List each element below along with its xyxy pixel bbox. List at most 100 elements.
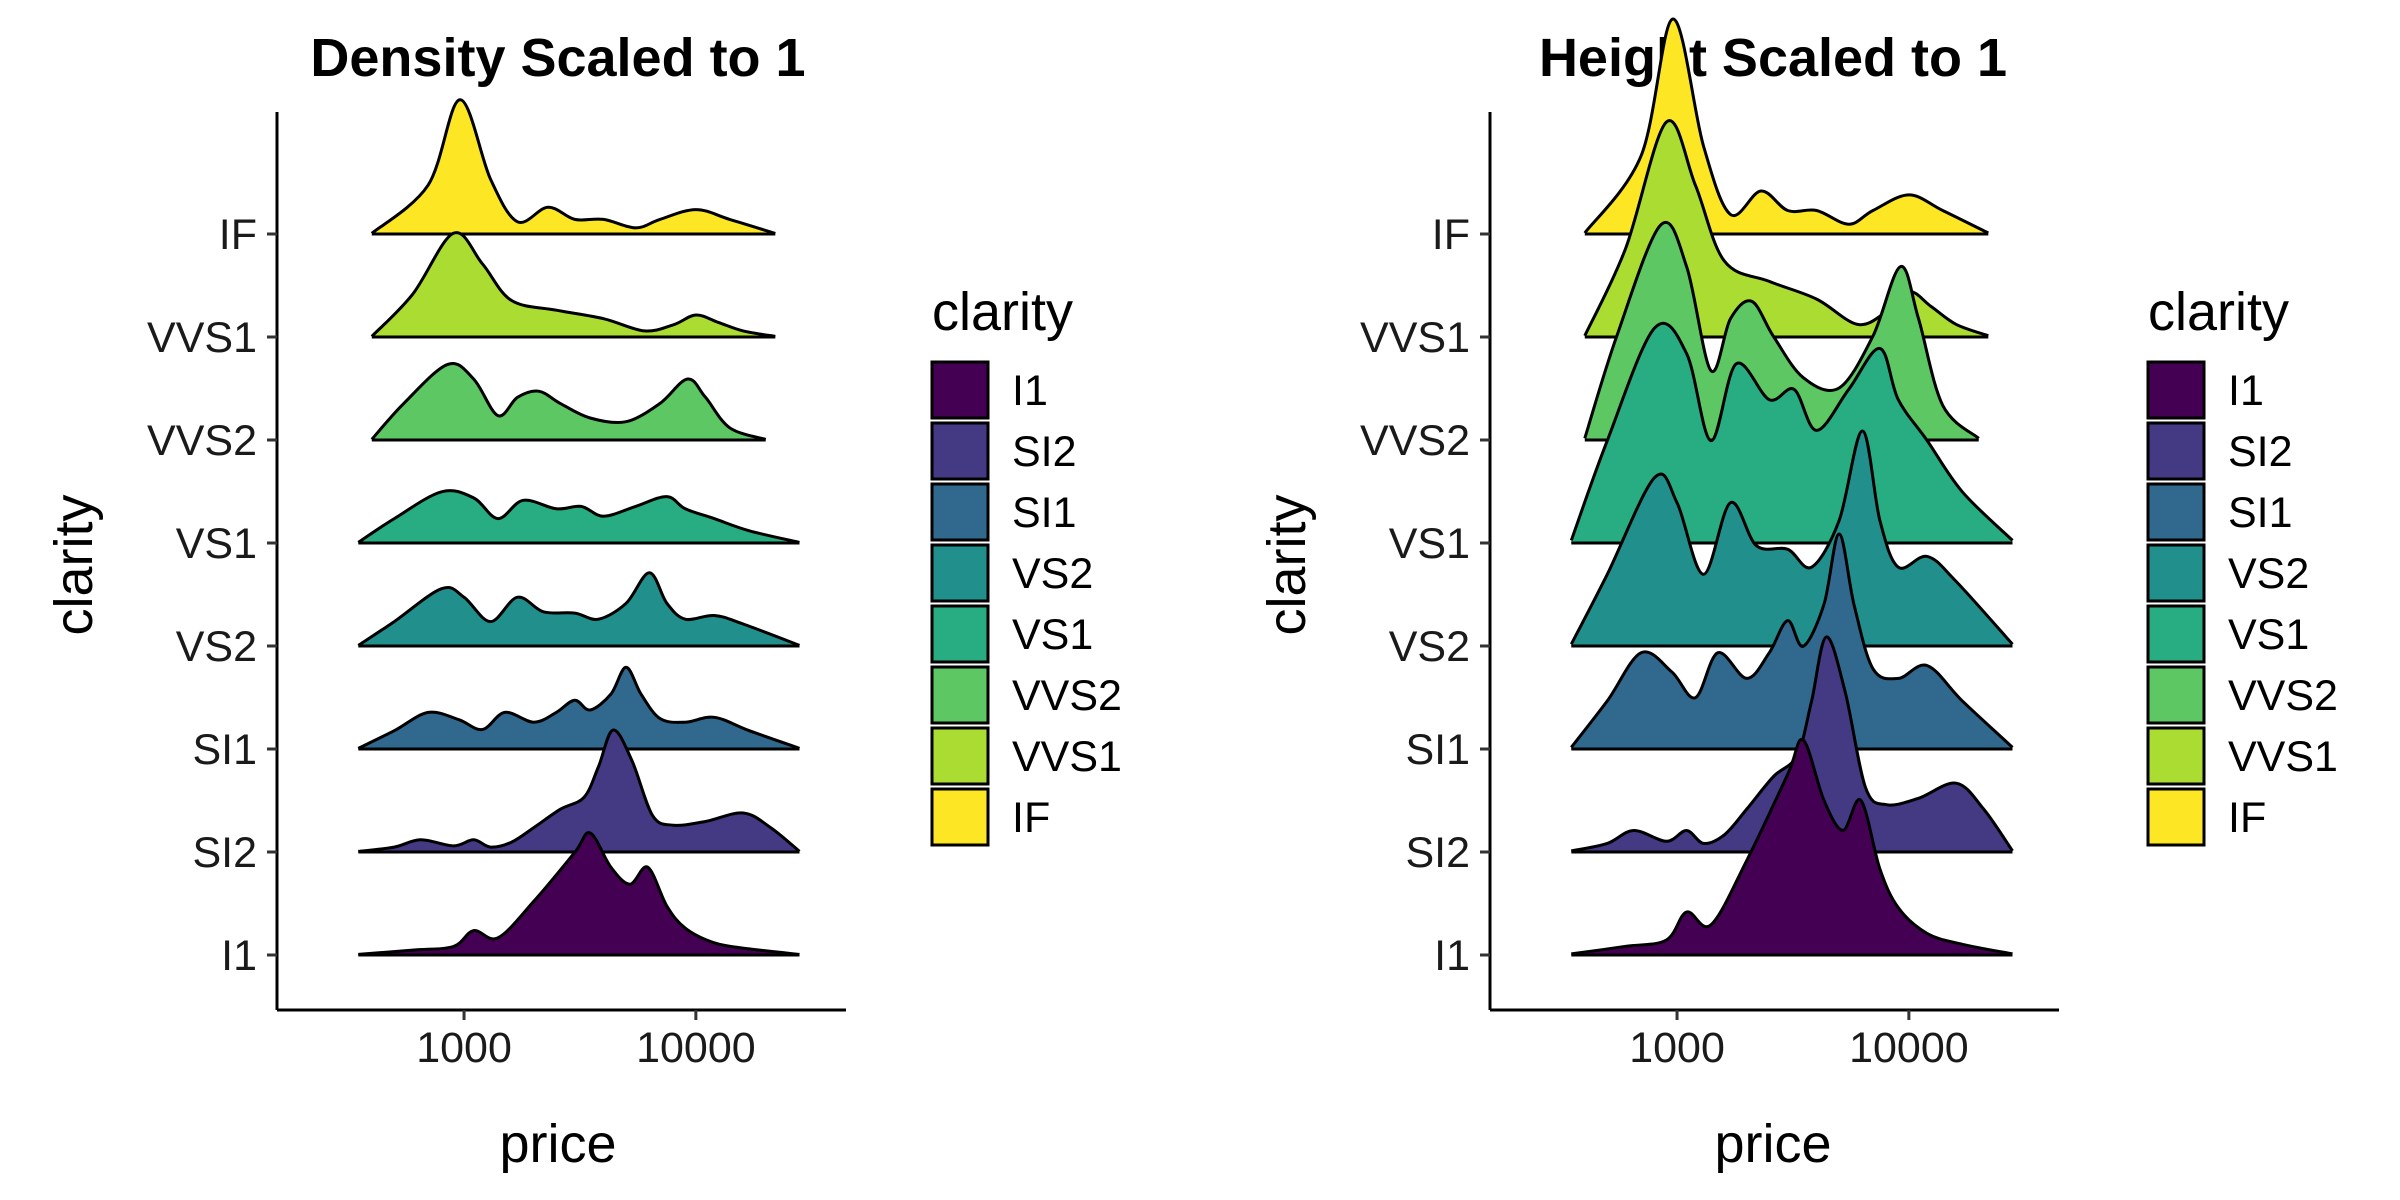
ridge-outline-vvs2 xyxy=(1583,221,1980,440)
legend-label-si2: SI2 xyxy=(1012,428,1077,476)
y-tick-label-if: IF xyxy=(1432,211,1470,259)
legend-label-vvs2: VVS2 xyxy=(1012,672,1122,720)
legend-swatch-vs1 xyxy=(2146,604,2206,664)
ridge-outline-si2 xyxy=(358,728,801,853)
legend-swatch-i1 xyxy=(930,360,990,420)
legend-label-vs2: VS2 xyxy=(1012,550,1093,598)
legend-items: I1 SI2 SI1 VS2 VS1 VVS2 VVS1 IF xyxy=(930,360,1122,847)
x-axis-title: price xyxy=(499,1114,616,1174)
ridge-outline-i1 xyxy=(1571,737,2013,956)
x-ticks: 1000 10000 xyxy=(416,1010,756,1072)
legend-label-i1: I1 xyxy=(1012,367,1048,415)
panel-height-scaled: Height Scaled to 1 I1 SI2 SI1 VS2 VS1 VVS2 VVS… xyxy=(1257,17,2338,1174)
ridge-fill-i1 xyxy=(358,832,800,955)
legend-label-vvs2: VVS2 xyxy=(2228,672,2338,720)
ridge-outline-vs2 xyxy=(1569,429,2014,646)
y-axis-title: clarity xyxy=(44,494,104,635)
ridge-outline-vvs2 xyxy=(370,362,767,441)
legend-swatch-if xyxy=(2146,787,2206,847)
y-tick-label-vvs1: VVS1 xyxy=(147,314,257,362)
y-tick-label-vvs2: VVS2 xyxy=(147,417,257,465)
legend-swatch-vvs2 xyxy=(930,665,990,725)
x-tick-label-1000: 1000 xyxy=(1629,1024,1725,1072)
legend-label-vvs1: VVS1 xyxy=(1012,733,1122,781)
legend-title: clarity xyxy=(2148,282,2289,342)
legend-swatch-if xyxy=(930,787,990,847)
ridge-fill-vvs2 xyxy=(371,363,766,440)
legend-label-vs1: VS1 xyxy=(2228,611,2309,659)
y-tick-label-si1: SI1 xyxy=(192,726,257,774)
y-ticks: I1 SI2 SI1 VS2 VS1 VVS2 VVS1 IF xyxy=(1360,211,1490,980)
y-tick-label-vs1: VS1 xyxy=(1389,520,1470,568)
legend-swatch-si1 xyxy=(930,482,990,542)
y-tick-label-i1: I1 xyxy=(1434,932,1470,980)
legend-label-if: IF xyxy=(2228,794,2266,842)
x-ticks: 1000 10000 xyxy=(1629,1010,1969,1072)
y-tick-label-si2: SI2 xyxy=(1405,829,1470,877)
legend-swatch-vs1 xyxy=(930,604,990,664)
legend-swatch-vs2 xyxy=(930,543,990,603)
ridge-outline-si1 xyxy=(357,665,801,750)
legend-label-vvs1: VVS1 xyxy=(2228,733,2338,781)
ridge-fill-vs2 xyxy=(1571,431,2013,646)
ridge-outline-vs1 xyxy=(357,489,800,544)
legend: clarity I1 SI2 SI1 VS2 VS1 VVS2 VVS1 IF xyxy=(2146,282,2338,847)
ridges-group xyxy=(357,98,801,957)
ridge-outline-if xyxy=(370,98,776,235)
legend-label-si1: SI1 xyxy=(2228,489,2293,537)
legend-swatch-si2 xyxy=(2146,421,2206,481)
legend-label-vs2: VS2 xyxy=(2228,550,2309,598)
ridge-outline-vvs1 xyxy=(1583,119,1989,338)
legend-swatch-vvs1 xyxy=(2146,726,2206,786)
ridge-outline-vvs1 xyxy=(370,231,776,338)
legend-label-si2: SI2 xyxy=(2228,428,2293,476)
ridge-outline-vs1 xyxy=(1569,321,2014,542)
ridge-fill-si1 xyxy=(1571,534,2013,749)
legend-swatch-vvs1 xyxy=(930,726,990,786)
ridge-fill-i1 xyxy=(1571,739,2013,955)
legend-label-vs1: VS1 xyxy=(1012,611,1093,659)
legend-swatch-vvs2 xyxy=(2146,665,2206,725)
x-tick-label-1000: 1000 xyxy=(416,1024,512,1072)
legend-label-si1: SI1 xyxy=(1012,489,1077,537)
legend-items: I1 SI2 SI1 VS2 VS1 VVS2 VVS1 IF xyxy=(2146,360,2338,847)
ridges-group xyxy=(1569,17,2014,957)
y-ticks: I1 SI2 SI1 VS2 VS1 VVS2 VVS1 IF xyxy=(147,211,277,980)
ridge-fill-si2 xyxy=(358,729,800,852)
ridge-fill-vvs1 xyxy=(371,232,776,337)
y-tick-label-si1: SI1 xyxy=(1405,726,1470,774)
ridge-fill-si1 xyxy=(358,667,800,749)
ridge-outline-vs2 xyxy=(357,571,801,647)
legend: clarity I1 SI2 SI1 VS2 VS1 VVS2 VVS1 IF xyxy=(930,282,1122,847)
y-tick-label-vs2: VS2 xyxy=(176,623,257,671)
panel-density-scaled: Density Scaled to 1 I1 SI2 SI1 VS2 VS1 VVS2 VV… xyxy=(44,28,1122,1174)
y-tick-label-vvs1: VVS1 xyxy=(1360,314,1470,362)
ridge-fill-vs1 xyxy=(1571,323,2013,543)
x-tick-label-10000: 10000 xyxy=(1849,1024,1969,1072)
y-tick-label-i1: I1 xyxy=(221,932,257,980)
legend-label-i1: I1 xyxy=(2228,367,2264,415)
y-tick-label-si2: SI2 xyxy=(192,829,257,877)
ridge-outline-si1 xyxy=(1570,532,2014,749)
ridge-outline-i1 xyxy=(358,831,800,956)
x-axis-title: price xyxy=(1714,1114,1831,1174)
legend-swatch-si1 xyxy=(2146,482,2206,542)
ridge-outline-if xyxy=(1583,17,1989,235)
legend-label-if: IF xyxy=(1012,794,1050,842)
legend-swatch-i1 xyxy=(2146,360,2206,420)
panel-title: Height Scaled to 1 xyxy=(1539,28,2007,88)
ridge-fill-vs2 xyxy=(358,572,800,646)
ridge-fill-if xyxy=(371,99,776,234)
y-tick-label-vs1: VS1 xyxy=(176,520,257,568)
y-tick-label-vs2: VS2 xyxy=(1389,623,1470,671)
panel-title: Density Scaled to 1 xyxy=(310,28,805,88)
legend-swatch-si2 xyxy=(930,421,990,481)
y-tick-label-vvs2: VVS2 xyxy=(1360,417,1470,465)
legend-swatch-vs2 xyxy=(2146,543,2206,603)
legend-title: clarity xyxy=(932,282,1073,342)
x-tick-label-10000: 10000 xyxy=(636,1024,756,1072)
y-tick-label-if: IF xyxy=(219,211,257,259)
y-axis-title: clarity xyxy=(1257,494,1317,635)
ridge-fill-vs1 xyxy=(358,490,800,543)
